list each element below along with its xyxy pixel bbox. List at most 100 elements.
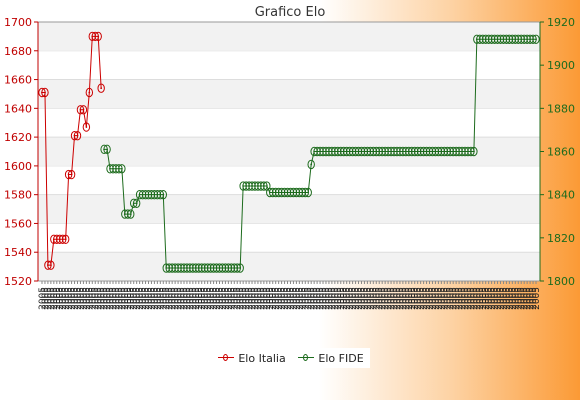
x-axis-tick-label: 2005 xyxy=(103,287,113,310)
x-axis-tick-label: 2005 xyxy=(485,287,495,310)
data-point-elo-italia xyxy=(67,169,76,180)
x-axis-tick-label: 2005 xyxy=(325,287,335,310)
x-axis-tick-label: 2005 xyxy=(369,287,379,310)
x-axis-tick-label: 2005 xyxy=(124,287,134,310)
data-point-elo-italia xyxy=(79,105,88,115)
grid-band xyxy=(38,252,540,281)
x-axis-tick-label: 2005 xyxy=(428,287,438,310)
x-axis-tick-label: 2005 xyxy=(366,287,376,310)
legend-label-elo-italia: Elo Italia xyxy=(238,351,286,365)
x-axis-tick-label: 2005 xyxy=(337,287,347,310)
x-axis-tick-label: 2005 xyxy=(207,287,217,310)
x-axis-tick-label: 2005 xyxy=(479,287,489,310)
x-axis-tick-label: 2005 xyxy=(532,287,542,310)
x-axis-tick-label: 2005 xyxy=(257,287,267,310)
x-axis-tick-label: 2005 xyxy=(511,287,521,310)
x-axis-tick-label: 2005 xyxy=(168,287,178,310)
x-axis-tick-label: 2005 xyxy=(136,287,146,310)
x-axis-tick-label: 2005 xyxy=(245,287,255,310)
right-axis-tick-label: 1900 xyxy=(547,59,575,72)
data-point-dot-elo-fide xyxy=(129,213,132,215)
left-axis-tick-label: 1520 xyxy=(4,275,32,288)
x-axis-tick-label: 2005 xyxy=(153,287,163,310)
grid-band xyxy=(38,194,540,224)
data-point-elo-italia xyxy=(82,122,91,132)
x-axis-tick-label: 2005 xyxy=(440,287,450,310)
x-axis-tick-label: 2005 xyxy=(331,287,341,310)
x-axis-tick-label: 2005 xyxy=(180,287,190,310)
x-axis-tick-label: 2005 xyxy=(502,287,512,310)
data-point-dot-elo-fide xyxy=(265,185,268,187)
x-axis-tick-label: 2005 xyxy=(215,287,225,310)
x-axis-tick-label: 2005 xyxy=(47,287,57,310)
x-axis-tick-label: 2005 xyxy=(384,287,394,310)
x-axis-tick-label: 2005 xyxy=(221,287,231,310)
x-axis-tick-label: 2005 xyxy=(452,287,462,310)
data-point-dot-elo-italia xyxy=(85,126,88,128)
x-axis-tick-label: 2005 xyxy=(260,287,270,310)
x-axis-tick-label: 2005 xyxy=(162,287,172,310)
x-axis-tick-label: 2005 xyxy=(482,287,492,310)
x-axis-tick-label: 2005 xyxy=(100,287,110,310)
x-axis-tick-label: 2005 xyxy=(133,287,143,310)
x-axis-tick-label: 2005 xyxy=(218,287,228,310)
x-axis-tick-label: 2005 xyxy=(195,287,205,310)
x-axis-tick-label: 2005 xyxy=(171,287,181,310)
x-axis-tick-label: 2005 xyxy=(355,287,365,310)
data-point-elo-fide xyxy=(118,164,126,174)
right-axis-tick-label: 1800 xyxy=(547,275,575,288)
x-axis-tick-label: 2005 xyxy=(65,287,75,310)
x-axis-tick-label: 2005 xyxy=(165,287,175,310)
data-point-elo-italia xyxy=(47,260,55,270)
x-axis-tick-label: 2005 xyxy=(357,287,367,310)
x-axis-tick-label: 2005 xyxy=(372,287,382,310)
x-axis-tick-label: 2005 xyxy=(313,287,323,310)
x-axis-tick-label: 2005 xyxy=(390,287,400,310)
legend-swatch-elo-fide xyxy=(298,353,315,363)
x-axis-tick-label: 2005 xyxy=(375,287,385,310)
x-axis-tick-label: 2005 xyxy=(420,287,430,310)
data-point-elo-fide xyxy=(532,34,540,44)
data-point-dot-elo-italia xyxy=(100,87,103,90)
data-point-dot-elo-italia xyxy=(76,134,79,137)
x-axis-tick-label: 2005 xyxy=(275,287,285,310)
x-axis-tick-label: 2005 xyxy=(278,287,288,310)
x-axis-tick-label: 2005 xyxy=(94,287,104,310)
x-axis-tick-label: 2005 xyxy=(517,287,527,310)
legend-item-elo-fide: Elo FIDE xyxy=(298,352,364,365)
x-axis-tick-label: 2005 xyxy=(343,287,353,310)
x-axis-tick-label: 2005 xyxy=(150,287,160,310)
data-point-dot-elo-fide xyxy=(120,167,123,170)
data-point-elo-fide xyxy=(159,189,167,200)
x-axis-tick-label: 2005 xyxy=(523,287,533,310)
left-axis-tick-label: 1580 xyxy=(4,189,32,202)
x-axis-tick-label: 2005 xyxy=(499,287,509,310)
x-axis-tick-label: 2005 xyxy=(458,287,468,310)
x-axis-tick-label: 2005 xyxy=(328,287,338,310)
data-point-elo-italia xyxy=(73,130,82,141)
x-axis-tick-label: 2005 xyxy=(408,287,418,310)
x-axis-tick-label: 2005 xyxy=(378,287,388,310)
x-axis-tick-label: 2005 xyxy=(443,287,453,310)
x-axis-tick-label: 2005 xyxy=(316,287,326,310)
chart-title: Grafico Elo xyxy=(255,5,326,20)
x-axis-tick-label: 2005 xyxy=(144,287,154,310)
x-axis-tick-label: 2005 xyxy=(405,287,415,310)
x-axis-tick-label: 2005 xyxy=(508,287,518,310)
data-point-dot-elo-fide xyxy=(310,163,313,166)
data-point-dot-elo-fide xyxy=(106,148,108,151)
x-axis-tick-label: 2005 xyxy=(334,287,344,310)
x-axis-tick-label: 2005 xyxy=(192,287,202,310)
x-axis-tick-label: 2005 xyxy=(251,287,261,310)
x-axis-tick-label: 2005 xyxy=(434,287,444,310)
x-axis-tick-label: 2005 xyxy=(68,287,78,310)
x-axis-tick-label: 2005 xyxy=(242,287,252,310)
x-axis-tick-label: 2005 xyxy=(295,287,305,310)
x-axis-tick-label: 2005 xyxy=(363,287,373,310)
x-axis-tick-label: 2005 xyxy=(118,287,128,310)
right-axis-tick-label: 1920 xyxy=(547,16,575,29)
x-axis-tick-label: 2005 xyxy=(470,287,480,310)
x-axis-tick-label: 2005 xyxy=(281,287,291,310)
data-point-elo-fide xyxy=(304,187,312,198)
